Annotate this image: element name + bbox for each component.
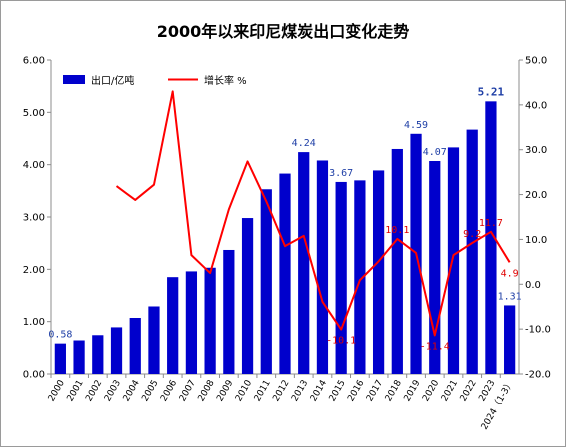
bar-data-label: 3.67 [329,168,353,179]
bar-data-label: 4.24 [292,138,316,149]
x-axis-tick-label: 2009 [215,378,235,403]
bar [354,180,366,374]
x-axis-tick-label: 2017 [365,379,385,404]
x-axis-tick-label: 2020 [421,378,441,403]
x-axis-tick-label: 2001 [66,379,86,404]
x-axis-tick-label: 2022 [459,379,479,404]
x-axis-tick-label: 2021 [440,379,460,404]
bar [260,189,272,374]
right-axis-tick-label: 20.0 [525,190,547,201]
bar [504,305,516,374]
bar [92,335,104,374]
x-axis-tick-label: 2012 [271,379,291,404]
x-axis-tick-label: 2004 [122,378,142,403]
right-axis-tick-label: 10.0 [525,235,547,246]
right-axis-tick-label: -20.0 [525,370,551,381]
left-axis-tick-label: 3.00 [23,213,45,224]
bar [129,318,141,374]
x-axis-tick-label: 2015 [328,379,348,404]
bar [335,181,347,374]
right-axis-tick-label: -10.0 [525,325,551,336]
bar-data-label: 4.07 [423,147,447,158]
bar [167,277,179,374]
bar [372,170,385,374]
bar-data-label: 5.21 [478,85,505,98]
left-axis-tick-label: 2.00 [23,265,45,276]
x-axis-tick-label: 2002 [84,379,104,404]
line-data-label: 9.2 [463,229,481,240]
bar-data-label: 4.59 [404,120,428,131]
line-data-label: 11.7 [479,218,503,229]
bar [223,249,235,374]
x-axis-tick-label: 2018 [384,378,404,403]
bar [148,306,160,374]
x-axis-tick-label: 2019 [403,378,423,403]
x-axis-tick-label: 2008 [197,378,217,403]
x-axis-tick-label: 2003 [103,379,123,404]
x-axis-tick-label: 2006 [159,378,179,403]
bar [447,147,460,374]
legend-bar-label: 出口/亿吨 [91,74,134,87]
chart-title: 2000年以来印尼煤炭出口变化走势 [156,22,410,41]
left-axis-tick-label: 6.00 [23,56,45,67]
bar [54,343,66,374]
bar-data-label: 1.31 [498,291,522,302]
right-axis-tick-label: 50.0 [525,56,547,67]
x-axis-tick-label: 2010 [234,378,254,403]
x-axis-tick-label: 2007 [178,379,198,404]
x-axis-tick-label: 2014 [309,378,329,403]
right-axis-tick-label: 40.0 [525,100,547,111]
bar [485,101,497,375]
bar [185,271,198,374]
growth-rate-line [115,90,511,337]
x-axis-tick-label: 2011 [253,379,273,404]
left-axis-tick-label: 1.00 [23,317,45,328]
left-axis-tick-label: 0.00 [23,370,45,381]
bar [316,160,329,374]
bar [466,129,478,374]
line-data-label: -10.1 [326,336,356,347]
line-data-label: 4.9 [501,268,519,279]
bar-data-label: 0.58 [48,330,72,341]
bar [110,327,123,374]
bar [279,173,291,374]
legend-line-label: 增长率 % [204,74,247,87]
left-axis-tick-label: 5.00 [23,108,45,119]
bar [73,340,85,374]
line-data-label: -11.4 [420,341,450,352]
right-axis-tick-label: 0.0 [525,280,541,291]
bar [204,267,216,374]
bar [429,161,441,374]
right-axis-tick-label: 30.0 [525,145,547,156]
x-axis-tick-label: 2000 [47,378,67,403]
bar [298,152,310,374]
line-data-label: 10.1 [385,225,409,236]
bar [241,218,254,374]
x-axis-tick-label: 2005 [140,379,160,404]
bar [391,148,403,374]
legend-bar-swatch [63,75,85,84]
x-axis-tick-label: 2013 [290,379,310,404]
x-axis-tick-label: 2016 [346,378,366,403]
left-axis-tick-label: 4.00 [23,160,45,171]
